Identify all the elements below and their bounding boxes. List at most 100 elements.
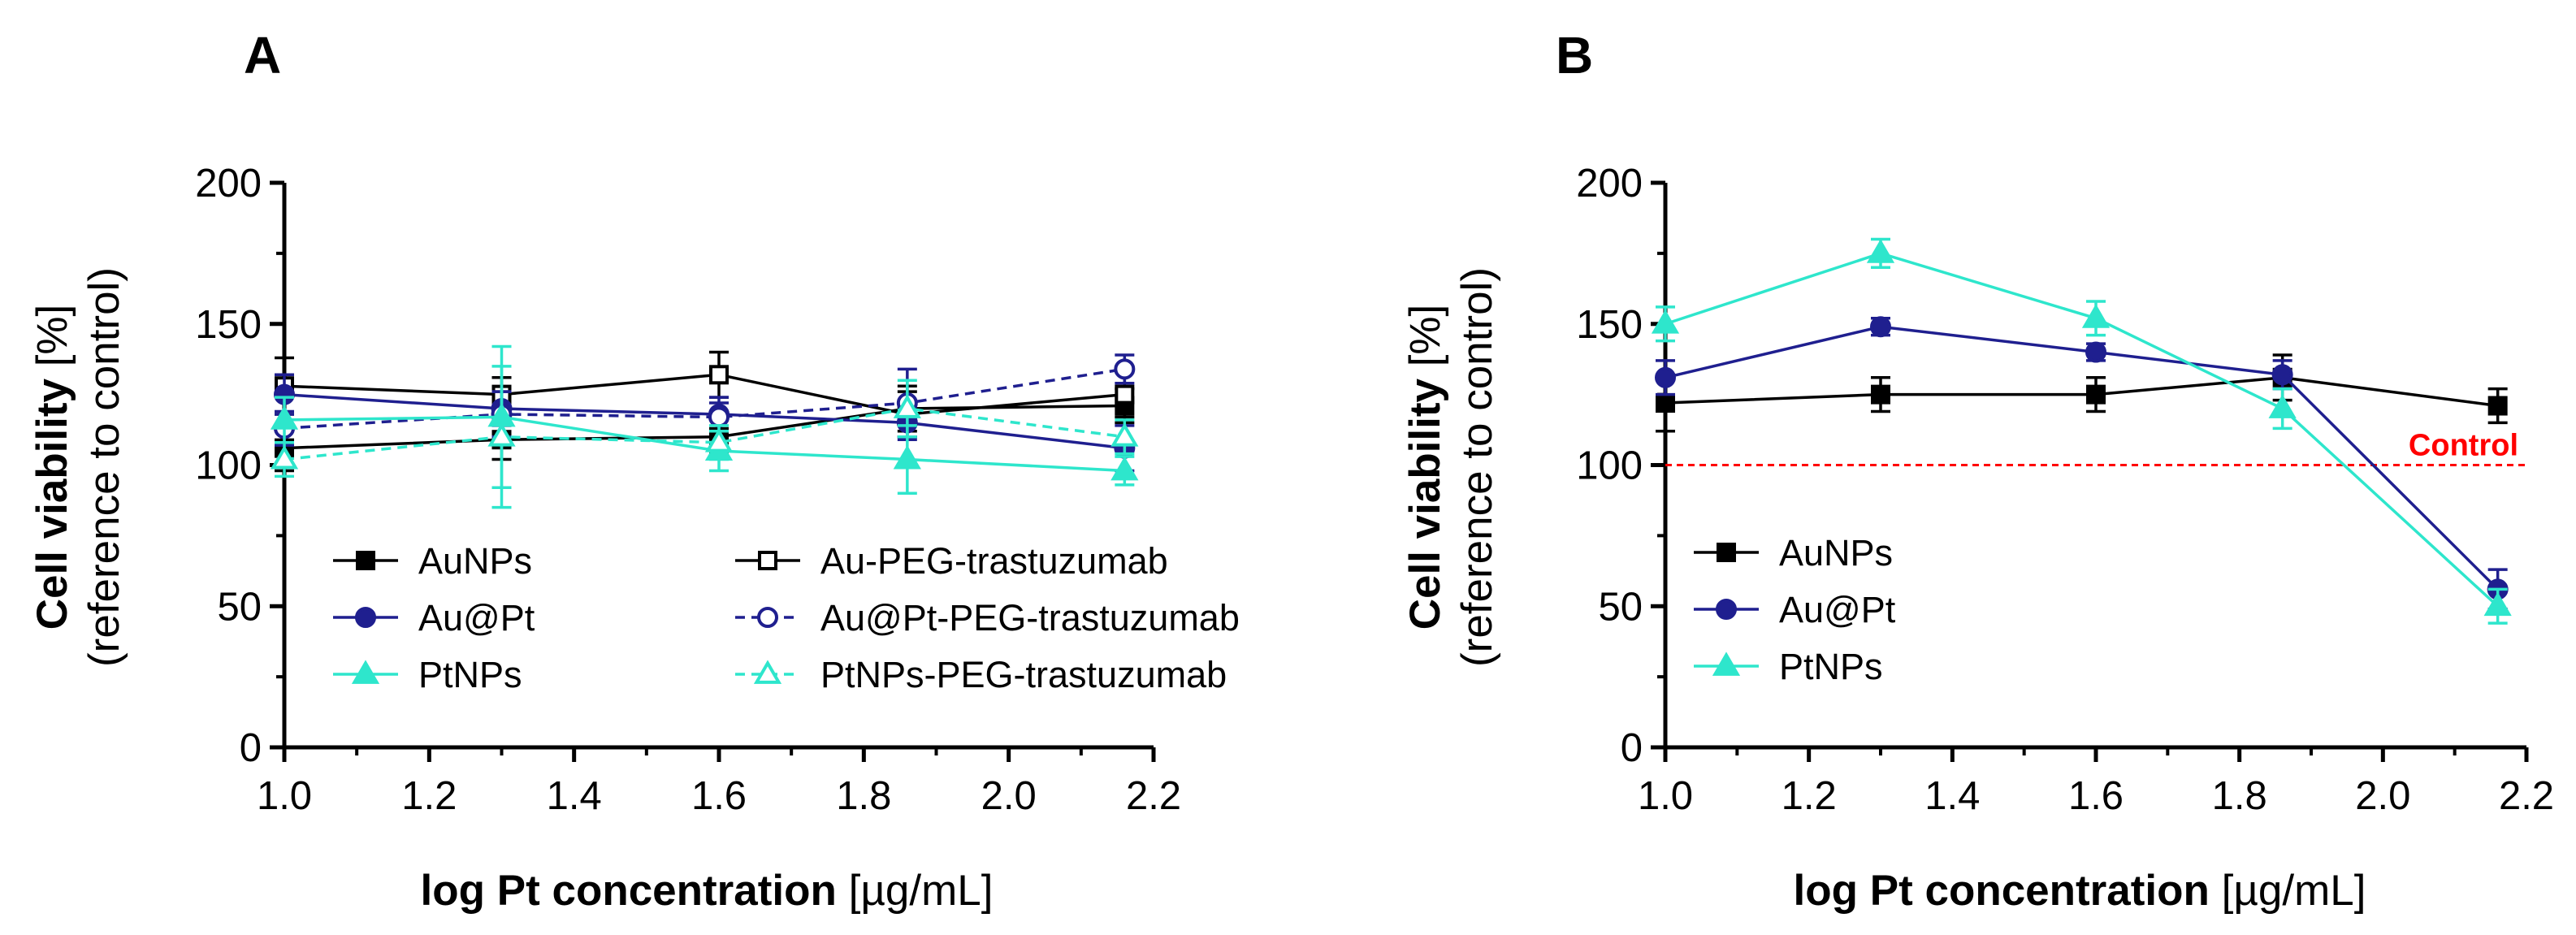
panel-b-ylabel-main: Cell viability xyxy=(1401,378,1449,630)
panel-a-legend-aunps: AuNPs xyxy=(333,540,532,582)
panel-a-series-aunps-line xyxy=(284,404,1125,450)
panel-a-legend-ptnps-peg-trastuzumab-marker xyxy=(753,660,782,684)
panel-b-legend-aunps-label: AuNPs xyxy=(1779,532,1893,574)
panel-b-x-tick-label: 2.0 xyxy=(2355,774,2410,818)
panel-b-y-tick-label: 50 xyxy=(1598,585,1643,629)
panel-b-x-tick-label: 1.8 xyxy=(2212,774,2267,818)
panel-a-legend-au-peg-trastuzumab: Au-PEG-trastuzumab xyxy=(735,540,1168,582)
panel-b: B 0 50 100 150 200 1.0 1.2 1.4 1.6 1.8 2.0 2.2 Con… xyxy=(1401,26,2554,915)
panel-a-legend: AuNPs Au-PEG-trastuzumab Au@Pt Au@Pt-PEG-tr… xyxy=(333,540,1240,695)
panel-a-series-ptnps-point xyxy=(893,444,921,470)
panel-b-series-aunps-point xyxy=(2086,384,2106,405)
panel-a-series-ptnps-point xyxy=(1110,456,1139,481)
panel-b-y-tick-labels: 0 50 100 150 200 xyxy=(1576,162,1643,770)
panel-a-y-tick-label: 200 xyxy=(195,162,262,206)
panel-a-series-au-pt-peg-trastuzumab xyxy=(274,353,1136,447)
panel-a-series-au-peg-trastuzumab-point xyxy=(1115,384,1135,405)
panel-b-y-tick-label: 150 xyxy=(1576,303,1643,347)
panel-b-y-tick-label: 100 xyxy=(1576,444,1643,488)
panel-a-series xyxy=(270,344,1139,509)
panel-b-legend-au-pt: Au@Pt xyxy=(1694,589,1896,630)
panel-b-reference: Control xyxy=(1665,429,2526,466)
panel-b-series-au-pt-point xyxy=(2085,341,2106,363)
panel-a-letter: A xyxy=(244,26,281,84)
panel-b-x-tick-label: 1.4 xyxy=(1924,774,1980,818)
panel-b-legend-aunps-marker xyxy=(1717,543,1736,562)
panel-a-series-au-pt-peg-trastuzumab-point xyxy=(708,406,730,428)
panel-b-legend-au-pt-marker xyxy=(1716,599,1737,620)
panel-a-series-ptnps-peg-trastuzumab-point xyxy=(1110,422,1139,447)
panel-a-legend-aunps-marker xyxy=(356,551,375,570)
panel-a-legend-au-peg-trastuzumab-label: Au-PEG-trastuzumab xyxy=(820,540,1168,582)
panel-a-legend-au-peg-trastuzumab-marker xyxy=(758,551,777,570)
panel-b-x-tick-label: 1.0 xyxy=(1638,774,1693,818)
panel-a-series-ptnps-peg-trastuzumab-point xyxy=(270,444,299,470)
panel-b-x-axis-title: log Pt concentration [µg/mL] xyxy=(1794,867,2366,915)
panel-b-legend-aunps: AuNPs xyxy=(1694,532,1893,574)
panel-a-legend-au-pt: Au@Pt xyxy=(333,597,535,638)
panel-a-series-ptnps-peg-trastuzumab-point xyxy=(893,394,921,418)
panel-a-legend-ptnps-marker xyxy=(351,660,380,684)
panel-b-series-ptnps-point xyxy=(1866,239,1895,263)
panel-a-x-axis-title: log Pt concentration [µg/mL] xyxy=(421,867,994,915)
panel-b-x-tick-label: 1.2 xyxy=(1782,774,1837,818)
panel-b-series-ptnps-point xyxy=(2081,304,2111,328)
panel-a-x-tick-label: 2.2 xyxy=(1126,774,1181,818)
panel-b-letter: B xyxy=(1556,26,1593,84)
panel-a-legend-ptnps-peg-trastuzumab-label: PtNPs-PEG-trastuzumab xyxy=(820,654,1227,695)
panel-b-legend-au-pt-label: Au@Pt xyxy=(1779,589,1896,630)
panel-a-series-ptnps-peg-trastuzumab-line xyxy=(284,407,1125,461)
panel-b-ylabel-line2: (reference to control) xyxy=(1453,267,1501,667)
panel-b-legend-ptnps-label: PtNPs xyxy=(1779,646,1883,687)
panel-b-y-tick-label: 200 xyxy=(1576,162,1643,206)
panel-b-series-au-pt-point xyxy=(1655,366,1676,388)
panel-b-series-ptnps-point xyxy=(2483,591,2512,617)
panel-b-xlabel-main: log Pt concentration xyxy=(1794,867,2210,915)
panel-b-series-au-pt-point xyxy=(2271,364,2293,386)
panel-a-y-axis-title: Cell viability [%] xyxy=(28,305,76,630)
panel-a-series-ptnps-peg-trastuzumab xyxy=(270,365,1139,509)
panel-b-legend: AuNPs Au@Pt PtNPs xyxy=(1694,532,1896,687)
panel-a-x-tick-label: 1.8 xyxy=(836,774,891,818)
panel-a-legend-au-pt-peg-trastuzumab: Au@Pt-PEG-trastuzumab xyxy=(735,597,1240,638)
panel-a-series-ptnps-point xyxy=(270,405,299,430)
panel-a-ylabel-unit: [%] xyxy=(28,305,76,379)
panel-b-xlabel-unit: [µg/mL] xyxy=(2210,867,2366,915)
panel-b-series-aunps-line xyxy=(1665,376,2498,408)
panel-b-series-ptnps xyxy=(1651,237,2512,625)
panel-b-series xyxy=(1651,237,2512,625)
panel-a-y-tick-label: 0 xyxy=(240,726,262,770)
panel-b-x-tick-labels: 1.0 1.2 1.4 1.6 1.8 2.0 2.2 xyxy=(1638,774,2554,818)
panel-b-ylabel-unit: [%] xyxy=(1401,305,1449,379)
panel-a-x-tick-label: 1.4 xyxy=(547,774,602,818)
panel-a-ylabel-line2: (reference to control) xyxy=(80,267,128,667)
panel-b-series-ptnps-point xyxy=(1651,310,1680,334)
panel-a-series-aunps xyxy=(275,384,1135,473)
panel-a-legend-au-pt-marker xyxy=(355,607,376,628)
panel-b-series-au-pt-point xyxy=(1870,316,1891,338)
panel-a-legend-ptnps-peg-trastuzumab: PtNPs-PEG-trastuzumab xyxy=(735,654,1227,695)
panel-a-x-tick-label: 2.0 xyxy=(981,774,1037,818)
panel-b-series-aunps xyxy=(1656,353,2508,433)
panel-b-control-label: Control xyxy=(2409,429,2518,463)
panel-b-legend-ptnps: PtNPs xyxy=(1694,646,1883,687)
panel-a-xlabel-main: log Pt concentration xyxy=(421,867,837,915)
panel-b-series-ptnps-point xyxy=(2268,394,2297,418)
panel-a-x-tick-labels: 1.0 1.2 1.4 1.6 1.8 2.0 2.2 xyxy=(257,774,1181,818)
panel-a-x-tick-label: 1.2 xyxy=(401,774,457,818)
panel-a-x-tick-label: 1.0 xyxy=(257,774,312,818)
panel-a-legend-au-pt-peg-trastuzumab-label: Au@Pt-PEG-trastuzumab xyxy=(820,597,1240,638)
panel-b-y-tick-label: 0 xyxy=(1621,726,1643,770)
panel-a-series-au-pt xyxy=(274,373,1136,473)
panel-a-y-tick-labels: 0 50 100 150 200 xyxy=(195,162,262,770)
panel-b-series-aunps-point xyxy=(1871,384,1890,405)
panel-a-series-ptnps-peg-trastuzumab-point xyxy=(487,422,516,447)
panel-b-legend-ptnps-marker xyxy=(1712,651,1741,676)
panel-a-legend-au-pt-label: Au@Pt xyxy=(418,597,535,638)
panel-a-legend-au-pt-peg-trastuzumab-marker xyxy=(757,607,778,628)
panel-a-y-tick-label: 50 xyxy=(217,585,262,629)
panel-b-y-axis-title: Cell viability [%] xyxy=(1401,305,1449,630)
panel-a-series-au-peg-trastuzumab xyxy=(275,350,1135,439)
panel-b-series-aunps-point xyxy=(2487,396,2508,416)
